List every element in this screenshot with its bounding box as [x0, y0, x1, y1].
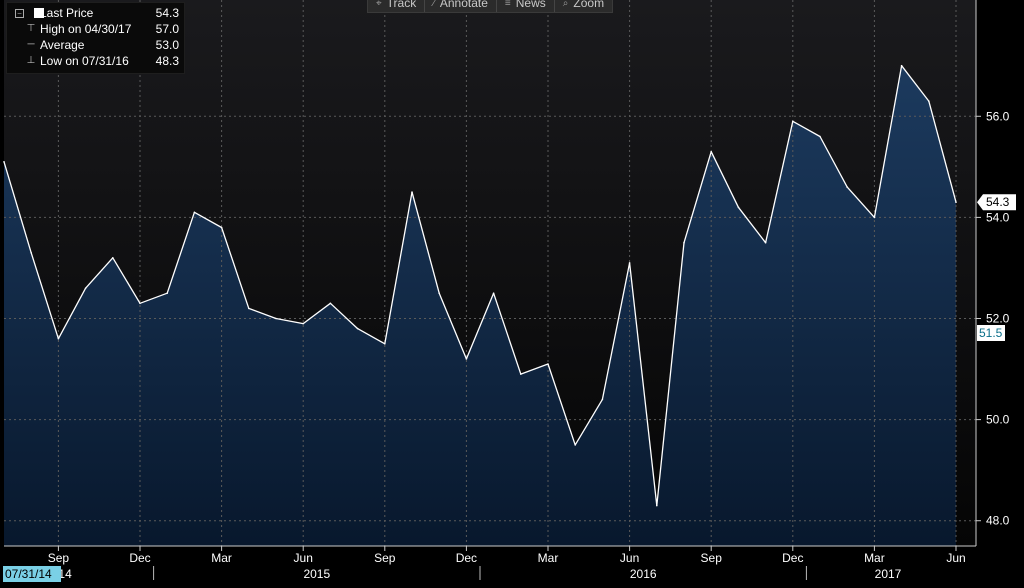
data-point: [520, 373, 522, 375]
legend-value: 48.3: [155, 54, 179, 68]
data-point: [601, 398, 604, 401]
average-marker-icon: ─: [27, 39, 35, 50]
data-point: [656, 504, 658, 507]
data-point: [710, 150, 712, 153]
crosshair-icon: ⌖: [376, 0, 382, 9]
x-tick-label: Sep: [701, 551, 723, 565]
data-point: [465, 358, 468, 360]
data-point: [384, 343, 386, 345]
y-tick-label: 56.0: [986, 109, 1010, 123]
data-point: [683, 241, 685, 244]
data-point: [873, 216, 876, 219]
x-tick-label: Dec: [129, 551, 150, 565]
data-point: [275, 317, 277, 320]
collapse-icon[interactable]: −: [15, 9, 24, 18]
x-tick-label: Jun: [620, 551, 639, 565]
y-tick-label: 50.0: [986, 413, 1010, 427]
y-tick-label: 54.0: [986, 210, 1010, 224]
legend-row-low[interactable]: ⊥ Low on 07/31/16 48.3: [7, 53, 184, 69]
data-point: [30, 252, 32, 254]
start-date-label: 07/31/14: [5, 567, 52, 581]
data-point: [302, 322, 305, 325]
last-value-label: 54.3: [986, 195, 1010, 209]
data-point: [84, 287, 87, 290]
x-tick-label: Dec: [782, 551, 803, 565]
low-marker-icon: ⊥: [26, 55, 36, 66]
x-tick-label: Dec: [456, 551, 477, 565]
high-marker-icon: ⊤: [26, 23, 36, 34]
data-point: [438, 292, 441, 295]
legend-value: 54.3: [155, 6, 179, 20]
legend-panel: − Last Price 54.3 ⊤ High on 04/30/17 57.…: [6, 2, 185, 74]
data-point: [3, 161, 5, 163]
data-point: [166, 292, 168, 295]
average-label: 51.5: [979, 326, 1003, 340]
data-point: [928, 100, 930, 102]
last-price-swatch: [34, 8, 44, 18]
data-point: [492, 292, 495, 295]
year-label: 2016: [630, 567, 657, 581]
y-tick-label: 48.0: [986, 514, 1010, 528]
data-point: [737, 206, 740, 209]
last-value-tag: [977, 194, 1016, 211]
data-point: [955, 201, 957, 203]
data-point: [57, 337, 60, 340]
data-point: [193, 211, 196, 214]
x-tick-label: Jun: [946, 551, 965, 565]
data-point: [248, 307, 250, 310]
news-button[interactable]: ≡ News: [497, 0, 555, 12]
data-point: [411, 191, 413, 193]
news-icon: ≡: [504, 0, 511, 9]
magnifier-icon: ⌕: [562, 0, 569, 9]
data-point: [329, 302, 332, 305]
start-date-tag: [3, 566, 61, 582]
data-point: [764, 241, 767, 244]
legend-row-high[interactable]: ⊤ High on 04/30/17 57.0: [7, 21, 184, 37]
legend-label: Average: [40, 38, 85, 52]
year-label: 2017: [875, 567, 902, 581]
data-point: [900, 64, 903, 67]
series-area: [4, 65, 956, 546]
legend-row-last-price[interactable]: − Last Price 54.3: [7, 5, 184, 21]
data-point: [628, 262, 631, 264]
x-tick-label: Sep: [48, 551, 70, 565]
series-line: [3, 65, 957, 507]
data-point: [356, 327, 359, 330]
x-tick-label: Mar: [864, 551, 885, 565]
data-point: [220, 226, 223, 229]
zoom-button[interactable]: ⌕ Zoom: [555, 0, 612, 12]
year-label: 2015: [303, 567, 330, 581]
x-tick-label: Mar: [538, 551, 559, 565]
x-tick-label: Jun: [294, 551, 313, 565]
track-button[interactable]: ⌖ Track: [368, 0, 426, 12]
legend-row-average[interactable]: ─ Average 53.0: [7, 37, 184, 53]
x-tick-label: Sep: [374, 551, 396, 565]
data-point: [547, 363, 549, 365]
data-point: [819, 135, 821, 138]
legend-value: 57.0: [155, 22, 179, 36]
legend-value: 53.0: [155, 38, 179, 52]
pencil-icon: ∕: [433, 0, 435, 9]
y-tick-label: 52.0: [986, 312, 1010, 326]
data-point: [846, 186, 848, 188]
legend-label: Last Price: [40, 6, 94, 20]
data-point: [112, 257, 114, 259]
legend-label: High on 04/30/17: [40, 22, 132, 36]
annotate-button[interactable]: ∕ Annotate: [425, 0, 497, 12]
data-point: [574, 444, 576, 446]
data-point: [792, 120, 794, 123]
chart-toolbar: ⌖ Track ∕ Annotate ≡ News ⌕ Zoom: [367, 0, 614, 13]
data-point: [139, 302, 141, 305]
x-tick-label: Mar: [211, 551, 232, 565]
legend-label: Low on 07/31/16: [40, 54, 129, 68]
average-tag: [977, 325, 1005, 341]
